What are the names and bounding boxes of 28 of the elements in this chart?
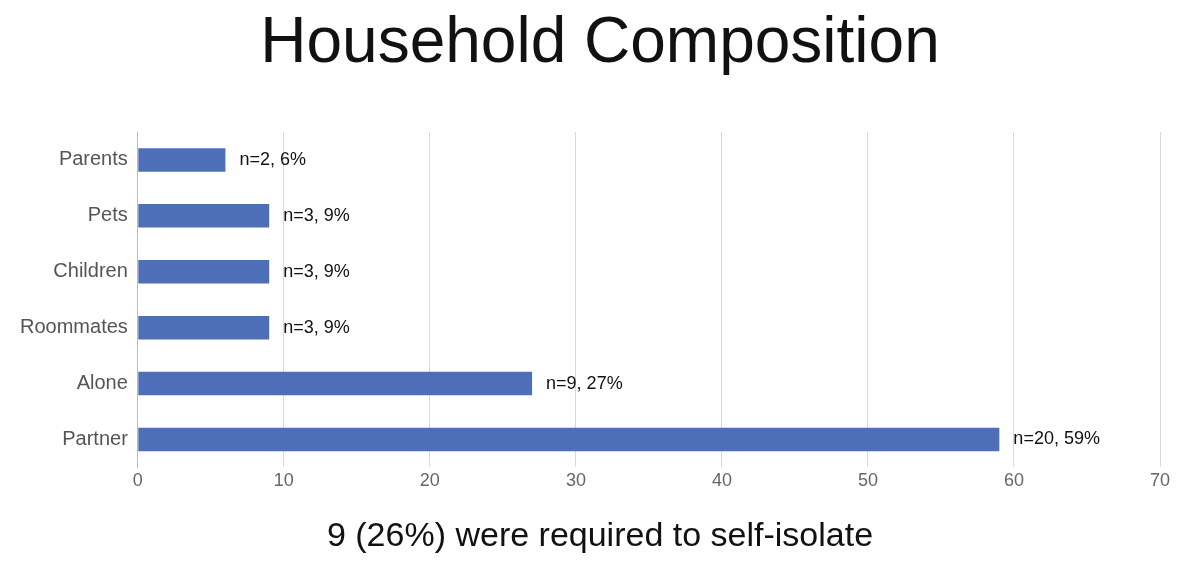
bar (138, 148, 226, 172)
data-label: n=2, 6% (239, 148, 306, 169)
bar (138, 260, 270, 284)
x-tick-label: 0 (132, 470, 143, 491)
data-label: n=3, 9% (283, 204, 350, 225)
data-label: n=3, 9% (283, 316, 350, 337)
x-tick-label: 50 (857, 470, 878, 491)
data-label: n=9, 27% (546, 372, 623, 393)
x-tick-label: 70 (1149, 470, 1171, 491)
bar (138, 427, 1000, 452)
x-tick-label: 60 (1003, 470, 1024, 491)
bar (138, 204, 270, 228)
y-tick-label: Pets (87, 203, 128, 226)
chart-title: Household Composition (259, 3, 941, 78)
y-tick-label: Partner (62, 426, 129, 449)
x-tick-label: 40 (711, 470, 732, 491)
bar (138, 371, 533, 396)
y-tick-label: Parents (58, 147, 128, 170)
bar (138, 315, 270, 340)
x-tick-label: 10 (273, 470, 294, 491)
text: 9 (26%) were required to self-isolate (325, 515, 875, 554)
data-label: n=3, 9% (283, 260, 350, 281)
x-tick-label: 20 (419, 470, 440, 491)
y-tick-label: Roommates (20, 315, 128, 338)
data-label: n=20, 59% (1013, 428, 1100, 449)
y-tick-label: Alone (76, 371, 128, 394)
y-tick-label: Children (53, 259, 128, 282)
x-tick-label: 30 (565, 470, 586, 491)
